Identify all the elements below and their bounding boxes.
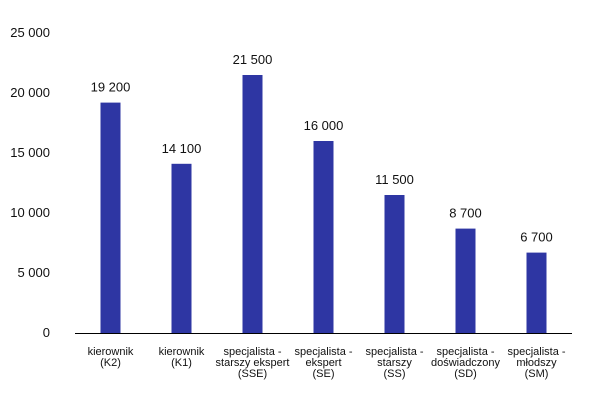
y-axis-tick-labels: 0 5 000 10 000 15 000 20 000 25 000 <box>10 25 50 340</box>
x-tick-label-line: starszy <box>377 357 412 369</box>
x-tick-label: specjalista -młodszy (SM) <box>507 346 565 380</box>
x-tick-label-line: specjalista - <box>507 346 565 358</box>
bar <box>242 75 263 333</box>
bar <box>171 163 192 333</box>
data-label: 19 200 <box>91 80 131 95</box>
x-tick-label-line: (SM) <box>525 368 549 380</box>
data-label: 16 000 <box>304 118 344 133</box>
x-tick-label-line: młodszy <box>516 357 557 369</box>
x-axis-category-labels: kierownik (K2)kierownik (K1)specjalista -s… <box>88 346 566 380</box>
bar <box>100 102 121 333</box>
x-tick-label-line: (SS) <box>384 368 406 380</box>
data-label: 21 500 <box>233 52 273 67</box>
x-tick-label-line: specjalista - <box>223 346 281 358</box>
x-tick-label-line: kierownik <box>88 346 134 358</box>
x-tick-label-line: (SD) <box>454 368 477 380</box>
x-tick-label-line: specjalista - <box>365 346 423 358</box>
x-tick-label: specjalista -ekspert (SE) <box>294 346 352 380</box>
y-tick-label: 0 <box>43 325 50 340</box>
data-label: 6 700 <box>520 230 553 245</box>
y-tick-label: 10 000 <box>10 205 50 220</box>
data-label: 11 500 <box>375 172 414 187</box>
x-tick-label-line: specjalista - <box>294 346 352 358</box>
x-tick-label-line: specjalista - <box>436 346 494 358</box>
y-tick-label: 25 000 <box>10 25 50 40</box>
x-tick-label: specjalista -doświadczony (SD) <box>431 346 501 380</box>
x-tick-label-line: (SE) <box>313 368 335 380</box>
bar <box>526 252 547 333</box>
x-tick-label: kierownik (K2) <box>88 346 134 369</box>
data-labels: 19 200 14 100 21 500 16 000 11 500 8 700 6 700 <box>91 52 553 245</box>
bars <box>100 75 547 333</box>
y-tick-label: 5 000 <box>17 265 50 280</box>
y-tick-label: 15 000 <box>10 145 50 160</box>
data-label: 14 100 <box>162 141 202 156</box>
y-tick-label: 20 000 <box>10 85 50 100</box>
x-tick-label-line: doświadczony <box>431 357 501 369</box>
bar <box>384 195 405 333</box>
x-tick-label-line: kierownik <box>159 346 205 358</box>
x-tick-label: specjalista -starszy (SS) <box>365 346 423 380</box>
bar <box>313 141 334 333</box>
x-tick-label: specjalista -starszy ekspert (SSE) <box>216 346 290 380</box>
x-tick-label-line: (K2) <box>100 357 121 369</box>
x-tick-label-line: (K1) <box>171 357 192 369</box>
x-tick-label-line: (SSE) <box>238 368 267 380</box>
x-tick-label-line: ekspert <box>305 357 341 369</box>
x-tick-label: kierownik (K1) <box>159 346 205 369</box>
bar <box>455 228 476 333</box>
data-label: 8 700 <box>449 206 482 221</box>
x-tick-label-line: starszy ekspert <box>216 357 290 369</box>
